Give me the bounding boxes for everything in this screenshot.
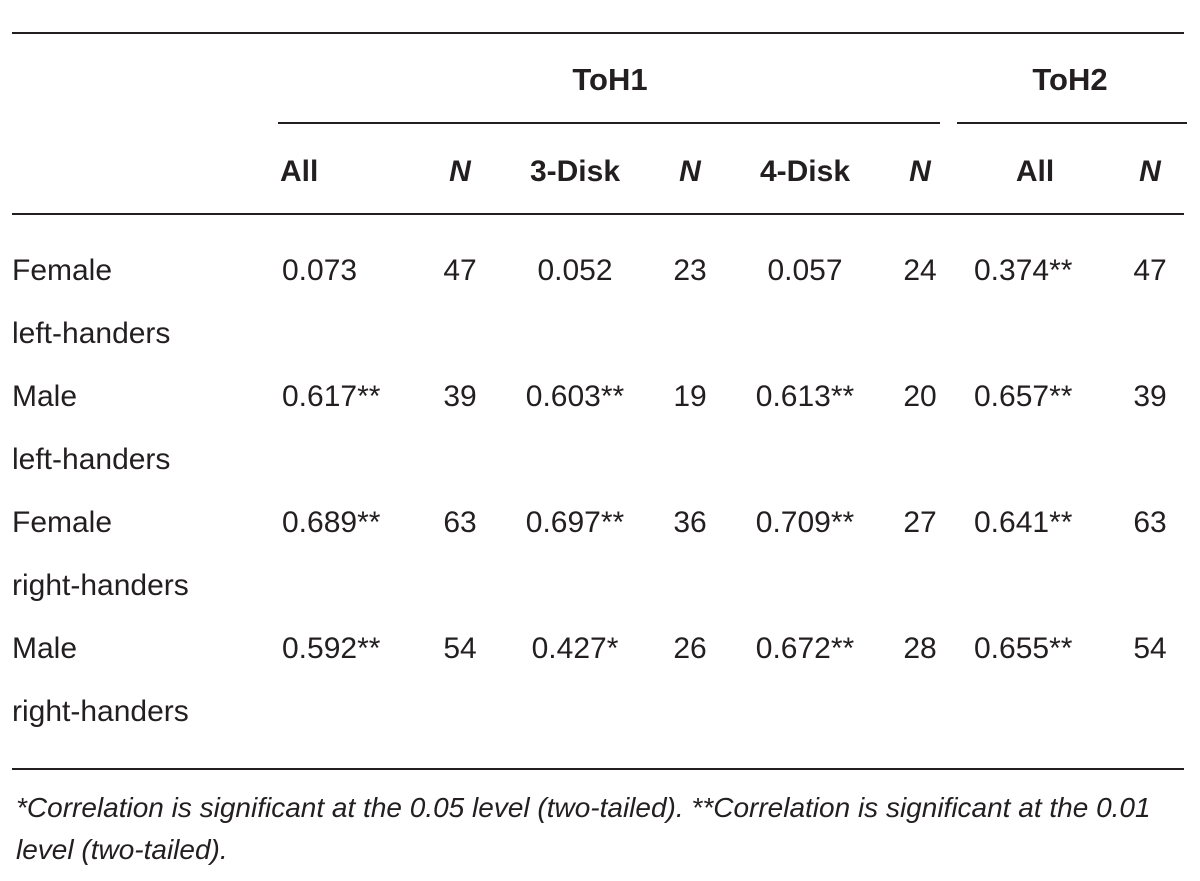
table-footnote: *Correlation is significant at the 0.05 … xyxy=(16,792,1151,865)
table-cell: 20 xyxy=(903,380,937,413)
group-underline-toh1 xyxy=(278,122,940,124)
column-header-n: N xyxy=(449,155,471,188)
table-cell: 0.427* xyxy=(531,632,619,665)
table-cell: 39 xyxy=(1133,380,1167,413)
table-header-rule xyxy=(12,213,1184,215)
table-cell: 24 xyxy=(903,254,937,287)
table-cell: 0.603** xyxy=(525,380,625,413)
group-underline-toh2 xyxy=(957,122,1187,124)
table-cell: 19 xyxy=(673,380,707,413)
table-cell: 0.657** xyxy=(974,380,1073,413)
table-cell: 0.073 xyxy=(282,254,358,287)
table-cell: 63 xyxy=(1133,506,1167,539)
row-label: Male xyxy=(12,632,78,665)
table-cell: 0.617** xyxy=(282,380,381,413)
table-cell: 27 xyxy=(903,506,937,539)
column-header-4-disk: 4-Disk xyxy=(759,155,851,188)
table-cell: 0.641** xyxy=(974,506,1073,539)
table-cell: 0.613** xyxy=(755,380,855,413)
group-header-toh2: ToH2 xyxy=(1032,62,1108,97)
table-bottom-rule xyxy=(12,768,1184,770)
column-header-toh1-all: All xyxy=(280,155,319,188)
row-label: right-handers xyxy=(12,695,189,728)
table-cell: 0.697** xyxy=(525,506,625,539)
table-cell: 63 xyxy=(443,506,477,539)
column-header-3-disk: 3-Disk xyxy=(529,155,621,188)
table-cell: 0.057 xyxy=(767,254,843,287)
table-cell: 0.655** xyxy=(974,632,1073,665)
table-top-rule xyxy=(12,32,1184,34)
group-header-toh1: ToH1 xyxy=(572,62,648,97)
column-header-n: N xyxy=(909,155,931,188)
table-cell: 0.709** xyxy=(755,506,855,539)
table-cell: 0.052 xyxy=(537,254,613,287)
row-label: Female xyxy=(12,506,113,539)
table-cell: 36 xyxy=(673,506,707,539)
table-cell: 28 xyxy=(903,632,937,665)
row-label: right-handers xyxy=(12,569,189,602)
table-cell: 54 xyxy=(1133,632,1167,665)
table-cell: 0.592** xyxy=(282,632,381,665)
table-cell: 26 xyxy=(673,632,707,665)
table-cell: 0.672** xyxy=(755,632,855,665)
table-cell: 39 xyxy=(443,380,477,413)
column-header-n: N xyxy=(679,155,701,188)
row-label: Male xyxy=(12,380,78,413)
table-cell: 47 xyxy=(443,254,477,287)
row-label: left-handers xyxy=(12,317,171,350)
row-label: left-handers xyxy=(12,443,171,476)
row-label: Female xyxy=(12,254,113,287)
table-cell: 0.374** xyxy=(974,254,1073,287)
table-cell: 23 xyxy=(673,254,707,287)
table-cell: 54 xyxy=(443,632,477,665)
column-header-n: N xyxy=(1139,155,1161,188)
column-header-toh2-all: All xyxy=(1015,155,1055,188)
table-cell: 47 xyxy=(1133,254,1167,287)
table-cell: 0.689** xyxy=(282,506,381,539)
